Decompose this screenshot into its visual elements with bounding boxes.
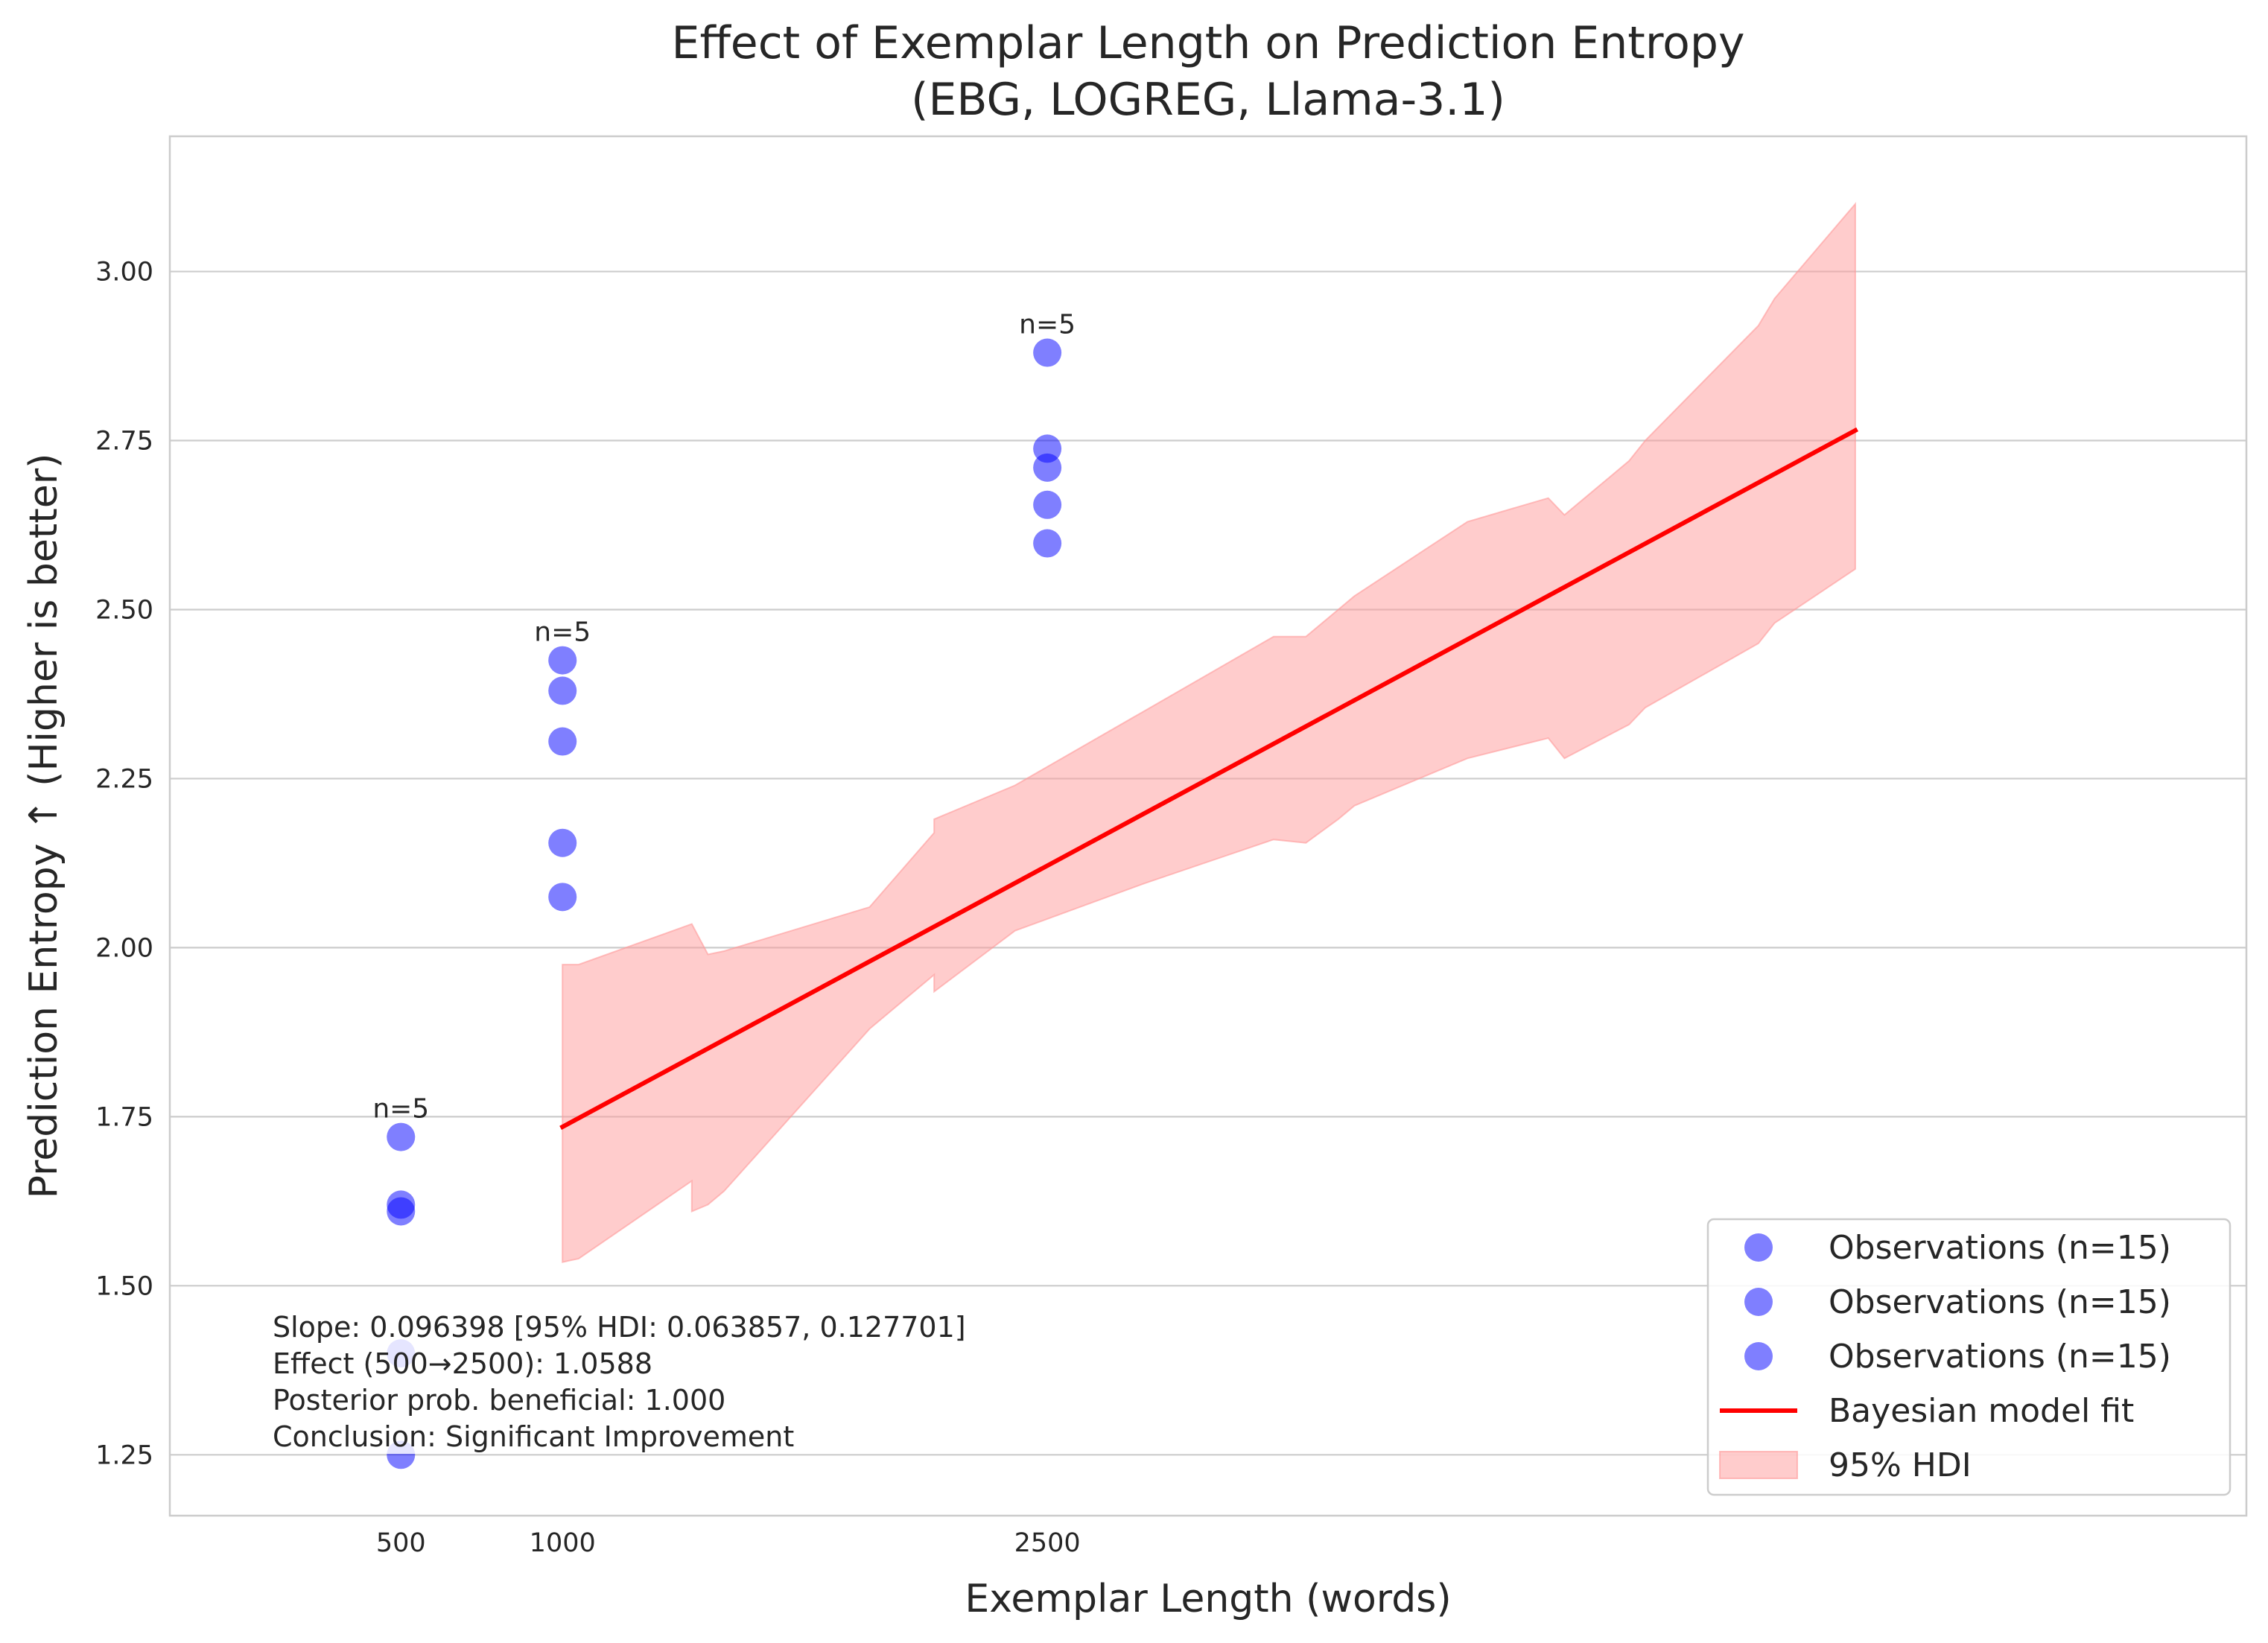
legend-label: 95% HDI [1829, 1446, 1972, 1484]
legend-label: Bayesian model fit [1829, 1392, 2134, 1430]
stats-line: Effect (500→2500): 1.0588 [273, 1347, 652, 1380]
chart-title: Effect of Exemplar Length on Prediction … [672, 17, 1745, 69]
x-tick-label: 1000 [530, 1528, 596, 1558]
legend-marker-hdi [1719, 1451, 1798, 1479]
observation-point [548, 883, 577, 912]
legend-box [1706, 1218, 2232, 1496]
y-axis-label: Prediction Entropy ↑ (Higher is better) [22, 454, 66, 1199]
y-tick-label: 1.50 [95, 1271, 153, 1301]
observation-point [1033, 338, 1062, 367]
observation-point [1033, 490, 1062, 519]
legend-label: Observations (n=15) [1829, 1283, 2171, 1321]
observation-point [1033, 453, 1062, 482]
x-tick-label: 500 [376, 1528, 426, 1558]
observation-point [548, 646, 577, 675]
stats-box: Slope: 0.096398 [95% HDI: 0.063857, 0.12… [267, 1305, 1050, 1454]
y-tick-label: 2.75 [95, 427, 153, 457]
model-fit-line [559, 427, 1859, 1131]
y-tick-label: 3.00 [95, 258, 153, 287]
y-tick-label: 2.50 [95, 595, 153, 625]
legend-marker-observations [1744, 1342, 1773, 1370]
observation-point [387, 1197, 416, 1226]
hdi-band [562, 202, 1856, 1263]
x-axis-label: Exemplar Length (words) [965, 1577, 1451, 1621]
observation-points-layer [387, 338, 1062, 1469]
observation-point [548, 676, 577, 705]
observation-point [548, 828, 577, 857]
stats-line: Slope: 0.096398 [95% HDI: 0.063857, 0.12… [273, 1311, 966, 1344]
hdi-band-layer [562, 202, 1856, 1263]
legend-label: Observations (n=15) [1829, 1229, 2171, 1267]
legend-label: Observations (n=15) [1829, 1338, 2171, 1376]
y-tick-label: 1.25 [95, 1440, 153, 1470]
y-tick-label: 2.00 [95, 933, 153, 963]
axes-layer: 1.25 1.50 1.75 2.00 2.25 2.50 2.75 3.00 500 1000 2… [22, 17, 2248, 1621]
annotation-layer: n=5 n=5 n=5 [372, 310, 1076, 1125]
y-tick-label: 2.25 [95, 764, 153, 794]
legend-marker-observations [1744, 1233, 1773, 1262]
x-tick-label: 2500 [1014, 1528, 1081, 1558]
chart-subtitle: (EBG, LOGREG, Llama-3.1) [911, 74, 1505, 126]
observation-point [1033, 529, 1062, 558]
stats-box-background [267, 1305, 1050, 1454]
legend-marker-observations [1744, 1288, 1773, 1316]
count-annotation: n=5 [1019, 310, 1076, 340]
stats-line: Conclusion: Significant Improvement [273, 1420, 794, 1453]
plot-frame [168, 135, 2248, 1517]
count-annotation: n=5 [372, 1094, 429, 1125]
y-tick-label: 1.75 [95, 1102, 153, 1132]
observation-point [387, 1122, 416, 1151]
fit-line-layer [559, 427, 1859, 1131]
observation-point [548, 727, 577, 756]
legend: Observations (n=15) Observations (n=15) Ob… [1706, 1218, 2232, 1496]
stats-line: Posterior prob. beneficial: 1.000 [273, 1384, 725, 1417]
count-annotation: n=5 [534, 617, 591, 648]
